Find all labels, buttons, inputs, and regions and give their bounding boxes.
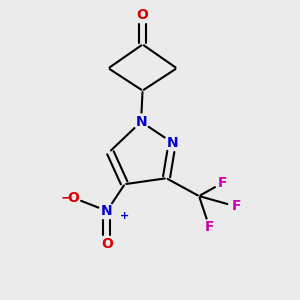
Text: N: N	[167, 136, 178, 150]
Text: N: N	[101, 204, 113, 218]
Circle shape	[215, 175, 230, 190]
Text: F: F	[218, 176, 228, 190]
Text: F: F	[205, 220, 214, 234]
Circle shape	[202, 220, 217, 235]
Text: O: O	[136, 8, 148, 22]
Circle shape	[100, 203, 114, 218]
Text: O: O	[67, 190, 79, 205]
Text: −: −	[60, 190, 72, 205]
Circle shape	[165, 135, 180, 150]
Circle shape	[135, 7, 150, 22]
Text: O: O	[101, 237, 113, 250]
Circle shape	[134, 114, 148, 129]
Circle shape	[229, 199, 244, 214]
Circle shape	[65, 190, 80, 205]
Text: F: F	[231, 200, 241, 214]
Circle shape	[100, 236, 114, 251]
Text: N: N	[135, 115, 147, 129]
Text: +: +	[120, 211, 129, 221]
